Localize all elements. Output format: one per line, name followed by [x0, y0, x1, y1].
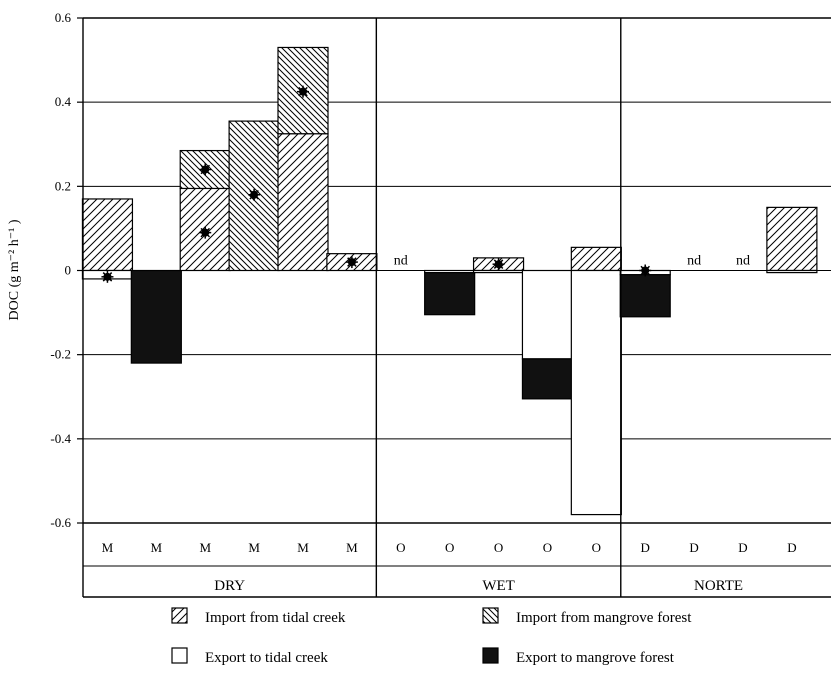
legend-label: Export to tidal creek	[205, 650, 328, 666]
category-label: M	[151, 540, 163, 555]
markers-layer	[101, 85, 652, 283]
bar-empty-9	[521, 269, 574, 360]
net-marker-0	[101, 270, 114, 283]
nd-labels: nd nd nd	[394, 254, 750, 269]
category-label: M	[346, 540, 358, 555]
net-marker-8	[492, 258, 505, 271]
net-marker-5	[345, 256, 358, 269]
bar-tidal-hatch-4	[277, 133, 329, 272]
net-marker-2	[199, 163, 212, 176]
bars-layer	[81, 46, 818, 516]
ytick-label: -0.2	[50, 347, 71, 362]
net-marker-4	[297, 85, 309, 98]
ytick-label: 0.6	[55, 10, 72, 25]
category-label: M	[248, 540, 260, 555]
net-marker-2	[199, 226, 212, 239]
nd-label: nd	[687, 254, 701, 269]
category-label: M	[102, 540, 114, 555]
category-label: O	[396, 540, 405, 555]
bar-solid-1	[130, 269, 182, 364]
legend-label: Import from mangrove forest	[516, 610, 692, 626]
category-label: O	[445, 540, 454, 555]
bar-solid-9	[521, 358, 574, 400]
ytick-label: -0.6	[50, 515, 71, 530]
season-label-norte: NORTE	[694, 578, 743, 594]
bar-solid-7	[424, 272, 476, 316]
bar-solid-11	[619, 274, 671, 318]
legend: Import from tidal creek Import from mangr…	[171, 607, 692, 666]
nd-label: nd	[736, 254, 750, 269]
bar-empty-10	[570, 269, 622, 516]
season-labels: DRY WET NORTE	[214, 578, 743, 594]
legend-swatch	[171, 607, 188, 624]
legend-item-2: Export to tidal creek	[171, 647, 328, 666]
bar-tidal-hatch-0	[81, 198, 134, 272]
ytick-label: 0.2	[55, 178, 71, 193]
frame-layer	[77, 17, 831, 598]
nd-label: nd	[394, 254, 408, 269]
ytick-label: 0.4	[55, 94, 72, 109]
legend-item-1: Import from mangrove forest	[482, 607, 692, 626]
category-label: D	[738, 540, 747, 555]
bar-empty-8	[472, 269, 525, 274]
legend-item-3: Export to mangrove forest	[482, 647, 675, 666]
bar-tidal-hatch-10	[570, 246, 622, 272]
legend-swatch	[482, 607, 499, 624]
category-label: D	[787, 540, 796, 555]
bar-tidal-hatch-14	[766, 206, 818, 272]
category-label: O	[543, 540, 552, 555]
category-label: O	[592, 540, 601, 555]
legend-item-0: Import from tidal creek	[171, 607, 346, 626]
category-label: M	[199, 540, 211, 555]
ytick-label: 0	[65, 263, 72, 278]
category-label: O	[494, 540, 503, 555]
legend-label: Import from tidal creek	[205, 610, 346, 626]
net-marker-11	[639, 264, 652, 277]
legend-label: Export to mangrove forest	[516, 650, 675, 666]
ytick-label: -0.4	[50, 431, 71, 446]
category-label: D	[641, 540, 650, 555]
net-marker-3	[248, 188, 261, 201]
ytick-labels: -0.6 -0.4 -0.2 0 0.2 0.4 0.6	[50, 10, 71, 530]
season-label-dry: DRY	[214, 578, 245, 594]
legend-swatch	[482, 647, 499, 664]
season-label-wet: WET	[482, 578, 514, 594]
bar-empty-14	[766, 269, 818, 274]
category-label: M	[297, 540, 309, 555]
legend-swatch	[171, 647, 188, 664]
category-label: D	[689, 540, 698, 555]
y-axis-label: DOC (g m⁻² h⁻¹ )	[7, 219, 22, 320]
